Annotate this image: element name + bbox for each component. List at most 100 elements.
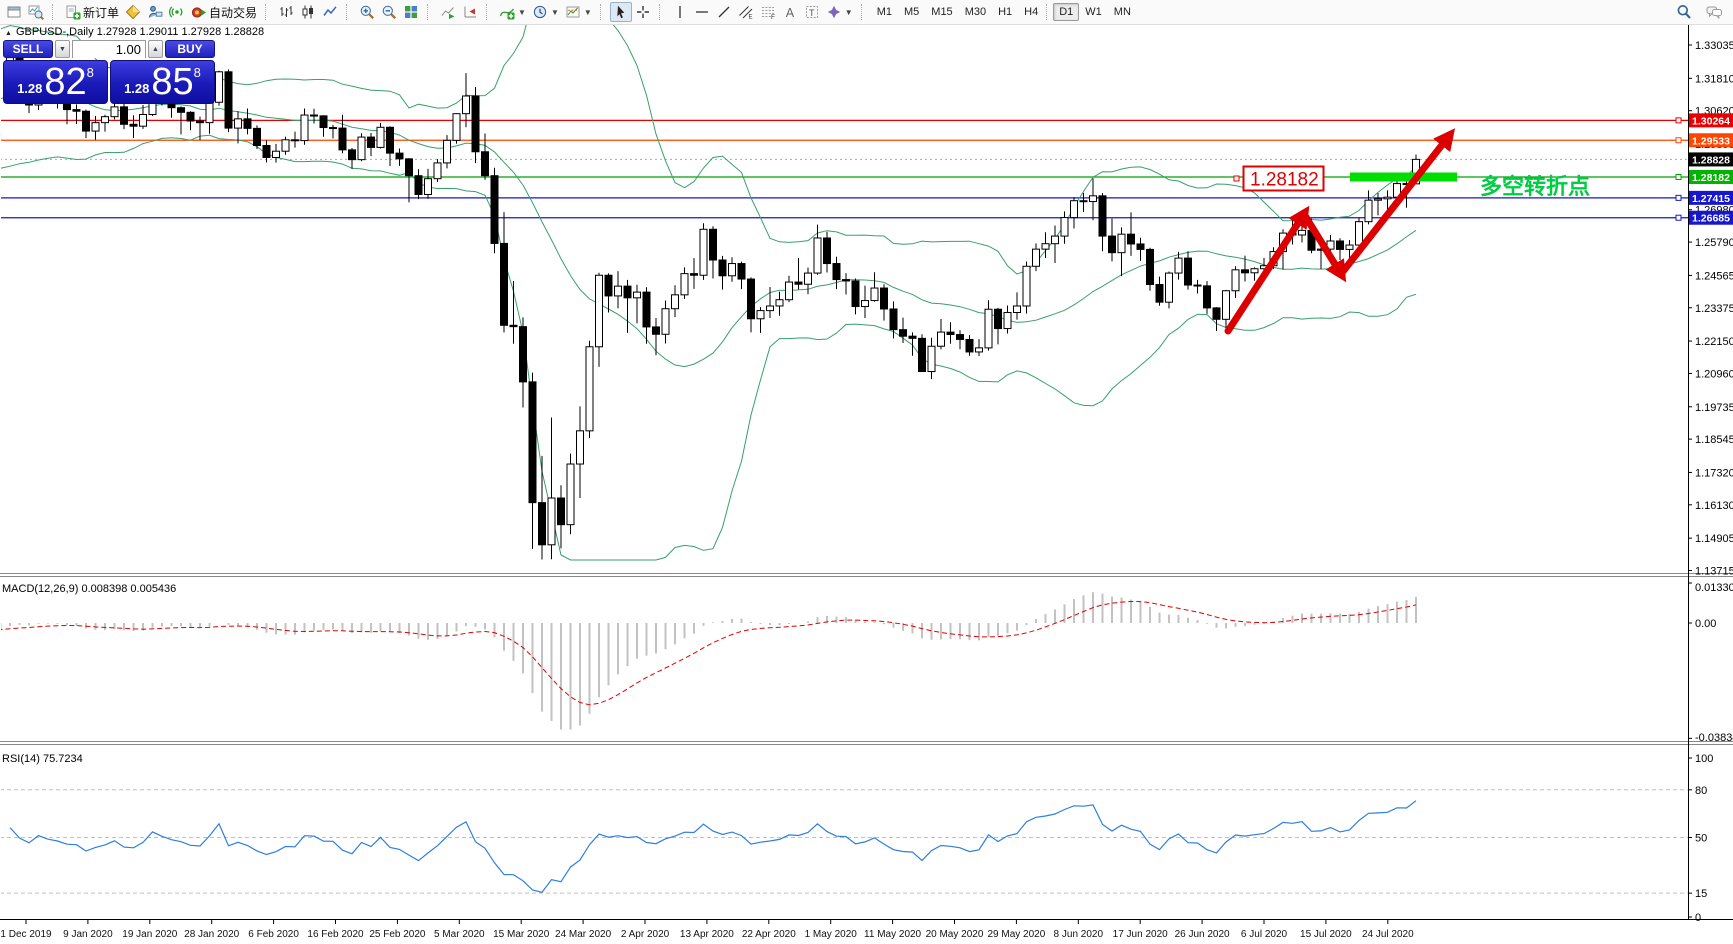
candle-body [1032,248,1040,267]
candle-body [186,111,195,122]
time-label: 9 Jan 2020 [63,929,113,940]
search-button[interactable] [1673,2,1695,22]
time-label: 1 May 2020 [805,929,858,940]
buy-button[interactable]: BUY [165,40,215,58]
chevron-down-icon[interactable]: ▼ [583,7,592,17]
candle-body [538,502,546,546]
zoom-out-button[interactable] [378,2,400,22]
buy-price-display[interactable]: 1.28 85 8 [110,60,215,104]
toolbar-separator [1046,4,1051,20]
equidistant-channel-button[interactable]: E [735,2,757,22]
candle-body [633,291,641,299]
trend-arrow-segment [1300,210,1347,283]
candle-body [376,126,385,148]
cursor-button[interactable] [609,2,632,22]
new-order-button[interactable]: 新订单 [62,2,122,22]
periods-button[interactable]: ▼ [529,2,562,22]
chart-profile-icon [28,5,44,20]
line-chart-button[interactable] [319,2,341,22]
chevron-down-icon[interactable]: ▼ [550,7,559,17]
level-price-label: 1.29533 [1692,135,1730,147]
candle-body [614,285,622,297]
sell-button[interactable]: SELL [3,40,53,58]
timeframe-MN[interactable]: MN [1108,3,1137,21]
indicators-button[interactable]: ▼ [496,2,529,22]
signals-button[interactable] [166,2,188,22]
candle-body [1231,269,1240,292]
autotrading-button[interactable]: 自动交易 [188,2,260,22]
level-line-handle[interactable] [1675,137,1682,144]
one-click-collapse-arrow[interactable]: ▲ [5,30,12,37]
vertical-line-icon [679,6,681,18]
cursor-icon [617,5,625,19]
toolbar-group [434,0,484,24]
timeframe-M30[interactable]: M30 [959,3,992,21]
text-button[interactable]: A [779,2,801,22]
volume-input[interactable] [73,41,145,58]
candle-body [1298,229,1306,236]
chart-profile-button[interactable] [25,2,47,22]
level-line-handle[interactable] [1675,174,1682,181]
chevron-down-icon[interactable]: ▼ [518,7,526,17]
new-chart-icon [7,6,21,18]
price-callout-handle[interactable] [1233,175,1240,182]
candle-body [357,136,366,161]
crosshair-button[interactable] [632,2,654,22]
candle-body [785,281,793,301]
volume-increase-button[interactable]: ▲ [148,40,163,58]
timeframe-H1[interactable]: H1 [992,3,1018,21]
expert-advisors-button[interactable] [144,2,166,22]
timeframe-D1[interactable]: D1 [1053,3,1080,21]
volume-decrease-button[interactable]: ▼ [55,40,70,58]
candle-body [576,430,584,465]
equidistant-channel-icon: E [738,6,752,20]
timeframe-M1[interactable]: M1 [871,3,898,21]
time-label: 16 Feb 2020 [307,929,364,940]
candle-body [139,113,147,127]
candle-body [101,116,109,124]
level-line-handle[interactable] [1675,194,1682,201]
toolbar-button-label: 自动交易 [209,5,258,20]
price-tick-label: 1.24565 [1695,270,1733,282]
timeframe-M5[interactable]: M5 [898,3,925,21]
toolbar-group [0,0,50,24]
new-chart-button[interactable] [3,2,25,22]
candle-body [1222,290,1230,320]
annotation-note-text: 多空转折点 [1480,174,1590,199]
level-line-handle[interactable] [1675,214,1682,221]
metaeditor-button[interactable] [122,2,144,22]
level-line-handle[interactable] [1675,117,1682,124]
tile-windows-button[interactable] [400,2,422,22]
time-label: 24 Mar 2020 [555,929,612,940]
candle-body [1336,240,1344,250]
timeframe-H4[interactable]: H4 [1018,3,1044,21]
chat-button[interactable] [1703,2,1725,22]
trendline-button[interactable] [713,2,735,22]
candle-body [310,114,318,117]
text-label-button[interactable]: T [801,2,823,22]
vertical-line-button[interactable] [669,2,691,22]
timeframe-W1[interactable]: W1 [1079,3,1108,21]
chevron-down-icon[interactable]: ▼ [844,7,853,17]
arrows-button[interactable]: ▼ [823,2,856,22]
fibonacci-button[interactable]: F [757,2,779,22]
sell-price-display[interactable]: 1.28 82 8 [3,60,108,104]
timeframe-M15[interactable]: M15 [925,3,958,21]
candle-body [813,237,822,274]
templates-button[interactable]: ▼ [562,2,595,22]
candle-body [965,338,974,353]
candle-body [718,259,727,277]
candlestick-chart-button[interactable] [297,2,319,22]
chart-shift-button[interactable] [459,2,481,22]
time-axis[interactable]: 1 Dec 2019 9 Jan 2020 19 Jan 2020 28 Jan 20… [0,920,1414,940]
candle-body [870,287,879,302]
price-callout-box[interactable] [1242,165,1325,192]
price-axis[interactable]: 1.330351.318101.306201.293951.281701.269… [1675,40,1733,924]
zoom-in-button[interactable] [356,2,378,22]
auto-scroll-button[interactable] [437,2,459,22]
horizontal-line-button[interactable] [691,2,713,22]
bar-chart-button[interactable] [275,2,297,22]
bar-chart-icon [280,6,293,17]
candle-body [984,308,993,349]
